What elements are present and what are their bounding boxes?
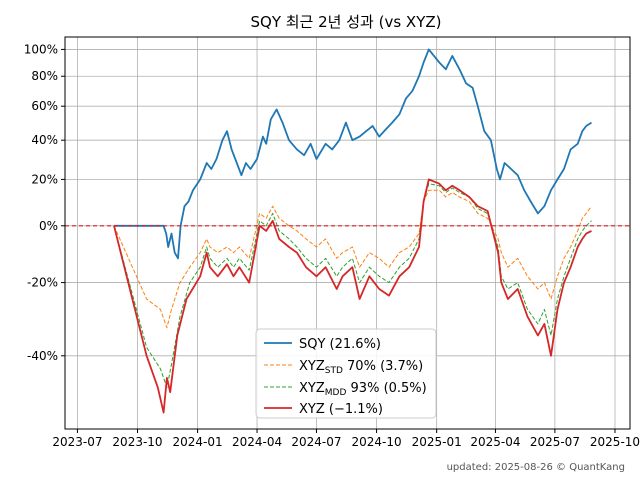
legend-label-xyz-mdd: XYZMDD 93% (0.5%): [299, 381, 427, 398]
x-tick-label: 2024-10: [351, 435, 401, 449]
y-tick-label: 100%: [24, 42, 58, 56]
x-tick-label: 2024-07: [291, 435, 341, 449]
y-tick-label: 60%: [31, 99, 58, 113]
chart-title: SQY 최근 2년 성과 (vs XYZ): [251, 13, 442, 31]
x-tick-label: 2024-01: [173, 435, 223, 449]
series-line-xyz-std-70: [113, 189, 592, 329]
y-tick-label: 40%: [31, 133, 58, 147]
y-axis: 100% 80% 60% 40% 20% 0% -20% -40%: [24, 42, 65, 363]
plot-frame: [64, 36, 631, 430]
legend-label-sqy: SQY (21.6%): [299, 337, 381, 352]
x-tick-label: 2024-04: [232, 435, 282, 449]
x-tick-label: 2025-10: [590, 435, 640, 449]
y-tick-label: -20%: [27, 276, 58, 290]
x-tick-label: 2023-07: [52, 435, 102, 449]
y-tick-label: 0%: [39, 219, 58, 233]
y-tick-label: 80%: [31, 69, 58, 83]
series-line-xyz: [113, 178, 592, 414]
plot-series: [113, 48, 592, 414]
series-line-sqy: [114, 48, 592, 260]
x-tick-label: 2025-04: [470, 435, 520, 449]
footer-text: updated: 2025-08-26 © QuantKang: [447, 462, 625, 473]
x-tick-label: 2025-01: [412, 435, 462, 449]
y-tick-label: 20%: [31, 172, 58, 186]
x-axis: 2023-07 2023-10 2024-01 2024-04 2024-07 2024-…: [52, 429, 640, 449]
legend-label-xyz: XYZ (−1.1%): [299, 402, 383, 417]
legend: SQY (21.6%) XYZSTD 70% (3.7%) XYZMDD 93%…: [255, 328, 437, 419]
y-tick-label: -40%: [27, 349, 58, 363]
x-tick-label: 2023-10: [112, 435, 162, 449]
x-tick-label: 2025-07: [530, 435, 580, 449]
series-line-xyz-mdd-93: [113, 183, 592, 388]
legend-label-xyz-std: XYZSTD 70% (3.7%): [299, 359, 423, 376]
